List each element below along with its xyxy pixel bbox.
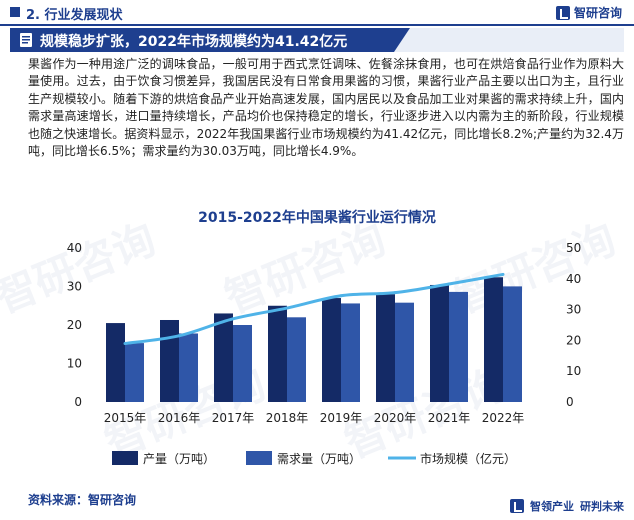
bar-demand	[395, 302, 414, 402]
bar-production	[484, 277, 503, 402]
bar-demand	[233, 325, 252, 402]
bar-production	[322, 298, 341, 402]
headline-title: 规模稳步扩张，2022年市场规模约为41.42亿元	[40, 34, 348, 50]
bar-production	[106, 323, 125, 402]
y-left-tick-label: 0	[74, 395, 82, 409]
legend-label-production: 产量（万吨）	[143, 452, 215, 466]
legend-label-market-size: 市场规模（亿元）	[420, 451, 516, 466]
y-left-tick-label: 40	[67, 241, 82, 255]
x-tick-label: 2022年	[482, 411, 525, 425]
point-market-size	[231, 317, 235, 321]
y-right-tick-label: 30	[566, 303, 581, 317]
x-tick-label: 2020年	[374, 411, 417, 425]
y-left-tick-label: 30	[67, 280, 82, 294]
footer-slogan-left: 智领产业	[530, 500, 574, 513]
point-market-size	[177, 334, 181, 338]
point-market-size	[285, 306, 289, 310]
chart-title: 2015-2022年中国果酱行业运行情况	[198, 209, 436, 226]
bar-production	[376, 294, 395, 402]
headline-banner: 规模稳步扩张，2022年市场规模约为41.42亿元	[10, 28, 624, 52]
brand-icon	[555, 5, 570, 20]
x-tick-label: 2017年	[212, 411, 255, 425]
x-tick-label: 2016年	[158, 411, 201, 425]
bar-production	[268, 305, 287, 402]
legend-swatch-demand	[246, 451, 272, 465]
y-right-tick-label: 0	[566, 395, 574, 409]
point-market-size	[123, 341, 127, 345]
bar-demand	[503, 286, 522, 402]
y-right-tick-label: 50	[566, 241, 581, 255]
bar-demand	[449, 291, 468, 402]
bar-demand	[287, 317, 306, 402]
legend-swatch-production	[112, 451, 138, 465]
data-source: 资料来源：智研咨询	[28, 493, 137, 507]
point-market-size	[393, 291, 397, 295]
y-right-tick-label: 40	[566, 272, 581, 286]
point-market-size	[339, 294, 343, 298]
y-right-tick-label: 10	[566, 364, 581, 378]
bar-production	[430, 284, 449, 402]
y-left-tick-label: 10	[67, 357, 82, 371]
legend-label-demand: 需求量（万吨）	[277, 452, 361, 466]
top-header: 2. 行业发展现状 智研咨询	[0, 0, 634, 26]
chart: 2015-2022年中国果酱行业运行情况 0 10 20 30 40 0 10 20 30 40 50…	[67, 209, 582, 466]
brand-name: 智研咨询	[573, 6, 622, 20]
bar-production	[214, 313, 233, 402]
body-paragraph: 果酱作为一种用途广泛的调味食品，一般可用于西式烹饪调味、佐餐涂抹食用，也可在烘焙…	[28, 57, 624, 159]
bar-demand	[179, 333, 198, 402]
bar-production	[160, 319, 179, 402]
banner-background	[10, 28, 410, 52]
brand-logo: 智研咨询	[555, 4, 622, 21]
bar-demand	[341, 303, 360, 402]
section-marker-icon	[10, 7, 20, 17]
section-title: 2. 行业发展现状	[26, 8, 123, 23]
brand-icon	[510, 499, 524, 513]
point-market-size	[501, 272, 505, 276]
y-right-tick-label: 20	[566, 333, 581, 347]
y-left-tick-label: 20	[67, 318, 82, 332]
footer-slogan-right: 研判未来	[580, 500, 624, 513]
header-divider	[0, 24, 634, 26]
x-tick-label: 2015年	[104, 411, 147, 425]
bar-demand	[125, 343, 144, 402]
footer-brand: 智领产业 研判未来	[510, 498, 624, 514]
line-market-size	[124, 272, 504, 345]
x-tick-label: 2019年	[320, 411, 363, 425]
x-tick-label: 2018年	[266, 411, 309, 425]
document-icon	[20, 33, 32, 47]
point-market-size	[447, 282, 451, 286]
x-tick-label: 2021年	[428, 411, 471, 425]
